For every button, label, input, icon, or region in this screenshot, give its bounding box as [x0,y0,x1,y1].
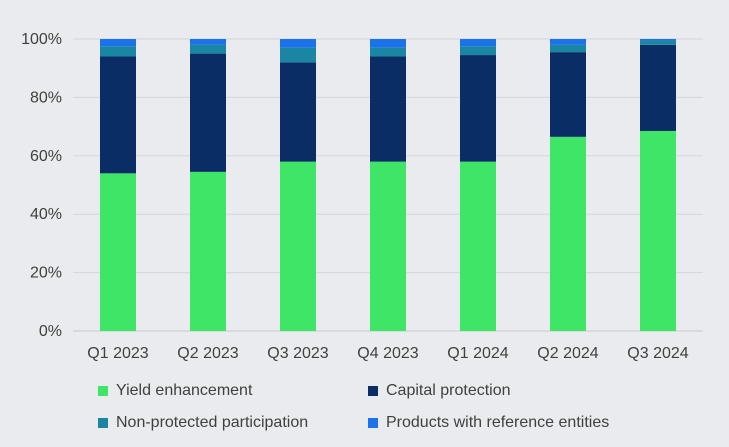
legend-item-capital-protection: Capital protection [368,382,511,400]
bar-segment-yield-enhancement [370,161,406,331]
bar-segment-yield-enhancement [640,130,676,331]
bar-segment-yield-enhancement [190,171,226,331]
x-tick-label: Q4 2023 [357,345,418,362]
legend-swatch-non-protected-participation [98,418,108,428]
bar-segment-products-with-reference-entities [100,39,136,47]
x-tick-label: Q2 2023 [177,345,238,362]
legend-swatch-yield-enhancement [98,386,108,396]
x-tick-label: Q2 2024 [537,345,598,362]
bar-segment-capital-protection [190,53,226,172]
legend-item-non-protected-participation: Non-protected participation [98,414,308,432]
y-tick-label: 80% [30,89,62,106]
y-tick-label: 60% [30,148,62,165]
legend-swatch-products-with-reference-entities [368,418,378,428]
bar-segment-capital-protection [280,62,316,162]
legend-item-yield-enhancement: Yield enhancement [98,382,252,400]
bar-segment-capital-protection [550,52,586,137]
legend-swatch-capital-protection [368,386,378,396]
chart-plot-area: 0% 20% 40% 60% 80% 100% Q1 2023 Q2 2023 Q3 2023 Q… [21,31,703,362]
bar-segment-yield-enhancement [550,136,586,331]
bar-segment-yield-enhancement [100,173,136,331]
bar-segment-non-protected-participation [190,44,226,54]
y-tick-label: 40% [30,206,62,223]
bar-segment-capital-protection [640,44,676,131]
legend: Yield enhancement Capital protection Non… [98,378,718,442]
legend-label-products-with-reference-entities: Products with reference entities [386,414,610,431]
bar-segment-products-with-reference-entities [370,39,406,48]
bar-segment-capital-protection [100,56,136,174]
bar-segment-products-with-reference-entities [190,39,226,45]
bar-segment-non-protected-participation [550,44,586,53]
bar-segment-yield-enhancement [460,161,496,331]
bar-segment-non-protected-participation [640,40,676,45]
bar-segment-products-with-reference-entities [280,39,316,48]
bar-segment-non-protected-participation [370,47,406,57]
bar-segment-yield-enhancement [280,161,316,331]
bar-segment-non-protected-participation [460,46,496,56]
legend-label-capital-protection: Capital protection [386,382,511,399]
bar-segment-capital-protection [460,55,496,162]
bars [100,39,676,331]
legend-item-products-with-reference-entities: Products with reference entities [368,414,609,432]
y-tick-label: 0% [39,323,62,340]
bar-segment-products-with-reference-entities [460,39,496,47]
legend-label-non-protected-participation: Non-protected participation [116,414,309,431]
legend-label-yield-enhancement: Yield enhancement [116,382,253,399]
y-tick-label: 20% [30,265,62,282]
x-tick-label: Q1 2024 [447,345,508,362]
x-tick-label: Q3 2023 [267,345,328,362]
axes: 0% 20% 40% 60% 80% 100% Q1 2023 Q2 2023 Q3 2023 Q… [21,31,689,362]
x-tick-label: Q1 2023 [87,345,148,362]
bar-segment-capital-protection [370,56,406,162]
bar-segment-non-protected-participation [100,46,136,57]
y-tick-label: 100% [21,31,62,48]
bar-segment-products-with-reference-entities [550,39,586,45]
x-tick-label: Q3 2024 [627,345,688,362]
bar-segment-non-protected-participation [280,47,316,63]
bar-segment-products-with-reference-entities [640,39,676,41]
